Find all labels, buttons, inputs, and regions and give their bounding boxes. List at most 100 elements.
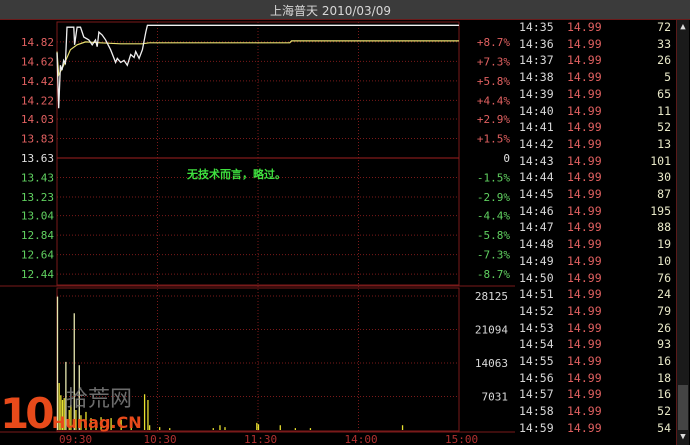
watermark-number: 10 [0, 389, 54, 438]
tick-row: 14:50 14.99 76 [515, 271, 675, 287]
tick-time: 14:57 [519, 387, 554, 402]
percent-tick-label: +5.8% [477, 75, 510, 88]
tick-price: 14.99 [567, 120, 602, 135]
tick-price: 14.99 [567, 337, 602, 352]
tick-price: 14.99 [567, 287, 602, 302]
tick-row: 14:42 14.99 13 [515, 137, 675, 153]
tick-row: 14:45 14.99 87 [515, 187, 675, 203]
tick-volume: 101 [650, 153, 671, 168]
price-tick-label: 14.22 [21, 94, 54, 107]
tick-row: 14:59 14.99 54 [515, 421, 675, 437]
tick-time: 14:49 [519, 253, 554, 268]
price-tick-label: 14.42 [21, 75, 54, 88]
tick-volume: 72 [657, 20, 671, 34]
percent-tick-label: -5.8% [477, 229, 510, 242]
tick-time: 14:45 [519, 187, 554, 201]
tick-volume: 5 [664, 70, 671, 85]
tick-row: 14:40 14.99 11 [515, 104, 675, 120]
price-tick-label: 14.62 [21, 55, 54, 68]
average-price-line [56, 40, 459, 78]
tick-row: 14:54 14.99 93 [515, 337, 675, 353]
tick-time: 14:59 [519, 420, 554, 435]
tick-volume: 54 [657, 420, 671, 435]
tick-volume: 65 [657, 86, 671, 101]
time-tick-label: 14:00 [345, 433, 378, 445]
annotation-text: 无技术而言，略过。 [187, 168, 286, 181]
percent-tick-label: -2.9% [477, 191, 510, 204]
tick-price: 14.99 [567, 237, 602, 252]
tick-volume: 19 [657, 237, 671, 252]
scroll-thumb[interactable] [678, 385, 688, 430]
percent-tick-label: -4.4% [477, 210, 510, 223]
tick-time: 14:39 [519, 86, 554, 101]
time-tick-label: 09:30 [59, 433, 92, 445]
tick-price: 14.99 [567, 270, 602, 285]
tick-row: 14:47 14.99 88 [515, 220, 675, 236]
tick-price: 14.99 [567, 404, 602, 419]
volume-tick-label: 7031 [482, 391, 509, 404]
tick-price: 14.99 [567, 153, 602, 168]
tick-time: 14:35 [519, 20, 554, 34]
price-tick-label: 14.82 [21, 36, 54, 49]
tick-volume: 79 [657, 303, 671, 318]
tick-time: 14:56 [519, 370, 554, 385]
tick-row: 14:53 14.99 26 [515, 321, 675, 337]
stock-title: 上海普天 2010/03/09 [270, 4, 391, 18]
tick-row: 14:36 14.99 33 [515, 37, 675, 53]
tick-time: 14:51 [519, 287, 554, 302]
watermark-name: 拾荒网 [66, 387, 133, 412]
tick-price: 14.99 [567, 187, 602, 201]
tick-price: 14.99 [567, 136, 602, 151]
tick-time: 14:40 [519, 103, 554, 118]
tick-volume: 52 [657, 404, 671, 419]
tick-price: 14.99 [567, 420, 602, 435]
tick-row: 14:35 14.99 72 [515, 20, 675, 36]
tick-time: 14:55 [519, 354, 554, 368]
tick-volume: 26 [657, 320, 671, 335]
percent-tick-label: +8.7% [477, 36, 510, 49]
tick-volume: 52 [657, 120, 671, 135]
percent-tick-label: -8.7% [477, 268, 510, 281]
price-tick-label: 12.64 [21, 249, 54, 262]
scroll-down-icon[interactable]: ▼ [680, 432, 686, 442]
tick-row: 14:51 14.99 24 [515, 287, 675, 303]
percent-tick-label: +7.3% [477, 55, 510, 68]
tick-volume: 11 [657, 103, 671, 118]
scroll-up-icon[interactable]: ▲ [680, 22, 686, 32]
tick-row: 14:52 14.99 79 [515, 304, 675, 320]
tick-price: 14.99 [567, 253, 602, 268]
tick-time: 14:58 [519, 404, 554, 419]
percent-tick-label: +4.4% [477, 94, 510, 107]
tick-price: 14.99 [567, 103, 602, 118]
watermark-site: Hunag.CN [52, 413, 142, 432]
tick-row: 14:48 14.99 19 [515, 237, 675, 253]
tick-price: 14.99 [567, 70, 602, 85]
tick-row: 14:56 14.99 18 [515, 371, 675, 387]
price-tick-label: 13.23 [21, 191, 54, 204]
tick-row: 14:57 14.99 16 [515, 387, 675, 403]
scrollbar[interactable]: ▲ ▼ [676, 20, 689, 445]
tick-price: 14.99 [567, 20, 602, 34]
tick-price: 14.99 [567, 303, 602, 318]
time-tick-label: 11:30 [244, 433, 277, 445]
tick-time: 14:44 [519, 170, 554, 185]
percent-tick-label: -7.3% [477, 249, 510, 262]
tick-volume: 18 [657, 370, 671, 385]
tick-time: 14:47 [519, 220, 554, 235]
tick-row: 14:41 14.99 52 [515, 120, 675, 136]
tick-volume: 33 [657, 36, 671, 51]
tick-price: 14.99 [567, 354, 602, 368]
tick-volume: 10 [657, 253, 671, 268]
tick-row: 14:49 14.99 10 [515, 254, 675, 270]
tick-time: 14:54 [519, 337, 554, 352]
tick-time: 14:50 [519, 270, 554, 285]
tick-time: 14:43 [519, 153, 554, 168]
tick-price: 14.99 [567, 203, 602, 218]
tick-price: 14.99 [567, 370, 602, 385]
price-tick-label: 14.03 [21, 113, 54, 126]
tick-volume: 88 [657, 220, 671, 235]
tick-volume: 16 [657, 387, 671, 402]
percent-tick-label: +1.5% [477, 132, 510, 145]
tick-time: 14:52 [519, 303, 554, 318]
tick-row: 14:43 14.99 101 [515, 154, 675, 170]
